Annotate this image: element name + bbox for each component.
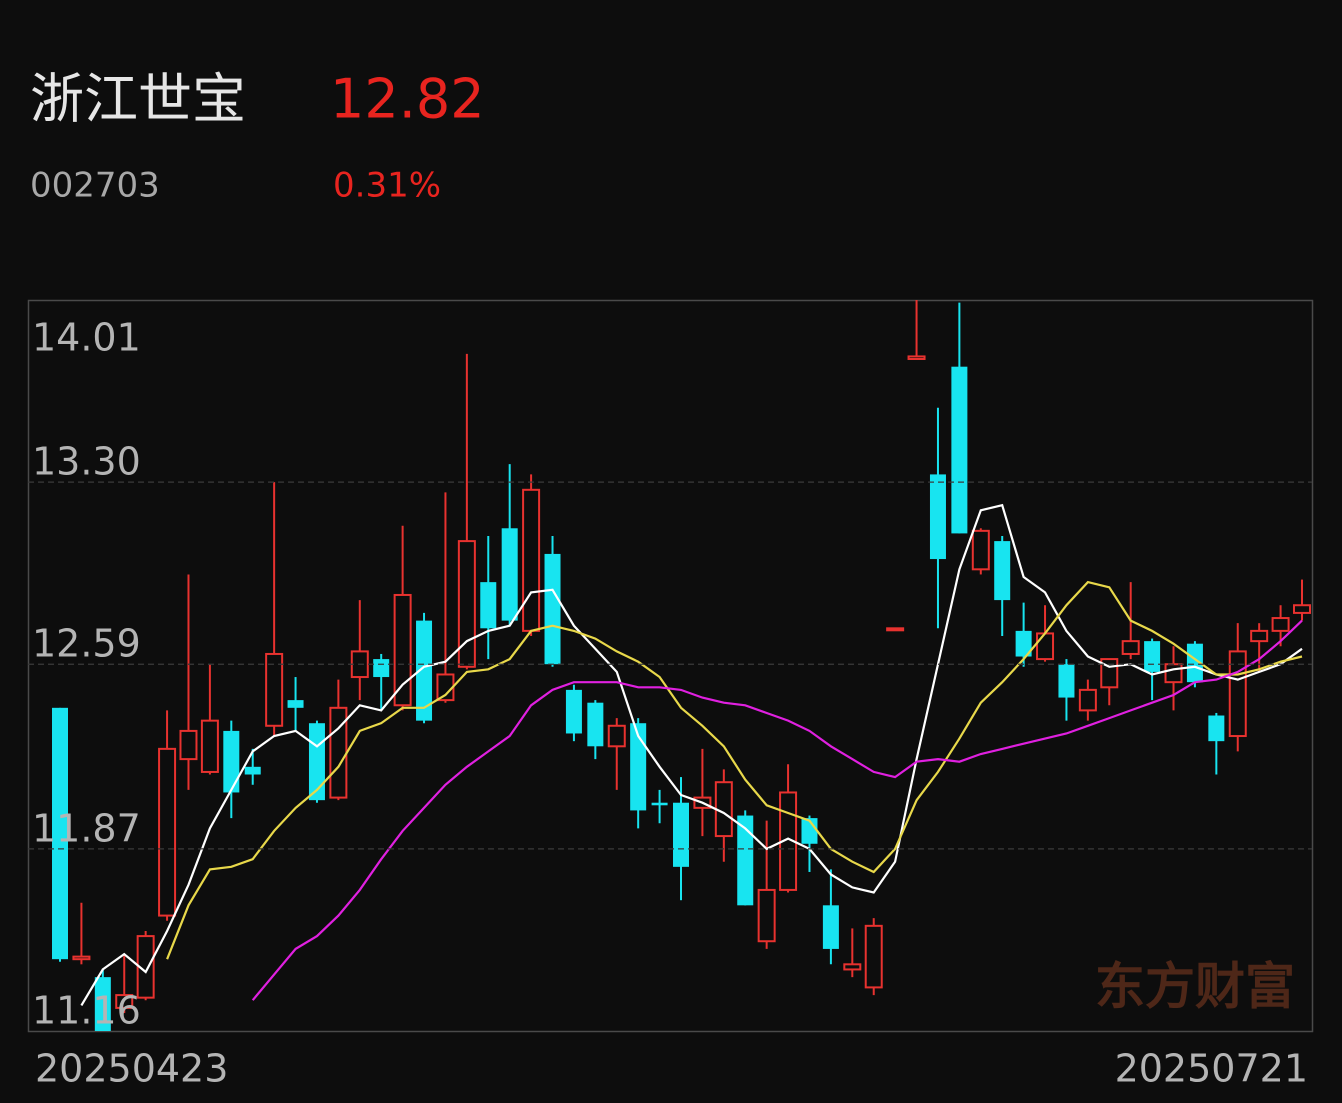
candle-body bbox=[1164, 663, 1183, 684]
y-tick-label: 14.01 bbox=[32, 316, 141, 360]
candle-body bbox=[607, 724, 626, 748]
moving-average-line bbox=[251, 619, 1303, 1001]
y-tick-label: 11.87 bbox=[32, 806, 141, 850]
candle-body bbox=[1271, 617, 1290, 632]
candle-body bbox=[544, 553, 561, 665]
candle-body bbox=[651, 802, 668, 806]
candle-body bbox=[373, 659, 390, 678]
candle-body bbox=[886, 627, 905, 632]
candle-body bbox=[1293, 604, 1311, 614]
candle-body bbox=[72, 955, 91, 961]
candle-body bbox=[501, 528, 518, 621]
candle-body bbox=[1250, 629, 1269, 643]
candle-body bbox=[52, 707, 68, 960]
candle-body bbox=[822, 905, 839, 949]
stock-price: 12.82 bbox=[330, 68, 485, 131]
candle-body bbox=[200, 719, 219, 773]
candle-body bbox=[1015, 630, 1032, 657]
candle-body bbox=[1078, 688, 1097, 712]
candle-body bbox=[287, 700, 304, 708]
x-tick-label: 20250423 bbox=[35, 1047, 228, 1091]
candle-body bbox=[1144, 641, 1161, 672]
candle-body bbox=[929, 474, 946, 560]
candle-body bbox=[1208, 715, 1225, 742]
candle-body bbox=[737, 815, 754, 906]
candle-body bbox=[436, 673, 455, 702]
candle-body bbox=[565, 689, 582, 734]
candle-body bbox=[244, 766, 261, 775]
candle-body bbox=[136, 935, 155, 999]
moving-average-line bbox=[166, 580, 1303, 960]
candle-body bbox=[1058, 664, 1075, 698]
plot-area bbox=[52, 300, 1311, 1031]
y-tick-label: 13.30 bbox=[32, 440, 141, 484]
candle-body bbox=[1186, 643, 1203, 683]
candle-body bbox=[971, 529, 990, 571]
candle-body bbox=[994, 541, 1011, 601]
candle-body bbox=[158, 747, 177, 917]
candle-body bbox=[864, 924, 883, 989]
candle-body bbox=[779, 791, 798, 891]
candle-body bbox=[630, 723, 647, 811]
candle-body bbox=[265, 652, 284, 727]
watermark: 东方财富 bbox=[1095, 958, 1295, 1016]
candle-body bbox=[843, 963, 862, 971]
candle-body bbox=[587, 702, 604, 747]
candle-body bbox=[480, 582, 497, 629]
candle-body bbox=[179, 729, 198, 761]
stock-code: 002703 bbox=[30, 166, 160, 206]
candle-body bbox=[457, 540, 476, 668]
candle-body bbox=[1036, 632, 1055, 661]
x-tick-label: 20250721 bbox=[1115, 1047, 1308, 1091]
candle-body bbox=[951, 366, 968, 534]
moving-average-line bbox=[80, 503, 1303, 1006]
stock-name: 浙江世宝 bbox=[30, 68, 246, 131]
candle-body bbox=[416, 620, 433, 721]
y-tick-label: 12.59 bbox=[32, 622, 141, 666]
plot-frame bbox=[27, 299, 1314, 1033]
candle-body bbox=[673, 802, 689, 867]
candle-body bbox=[115, 994, 134, 1009]
candle-body bbox=[522, 488, 541, 632]
candle-body bbox=[393, 593, 412, 707]
y-tick-label: 11.16 bbox=[32, 989, 141, 1033]
candle-body bbox=[757, 888, 776, 943]
candle-body bbox=[94, 977, 111, 1031]
candle-body bbox=[1121, 640, 1140, 655]
candle-body bbox=[907, 355, 926, 360]
price-change: 0.31% bbox=[333, 166, 441, 206]
candle-body bbox=[223, 730, 240, 793]
